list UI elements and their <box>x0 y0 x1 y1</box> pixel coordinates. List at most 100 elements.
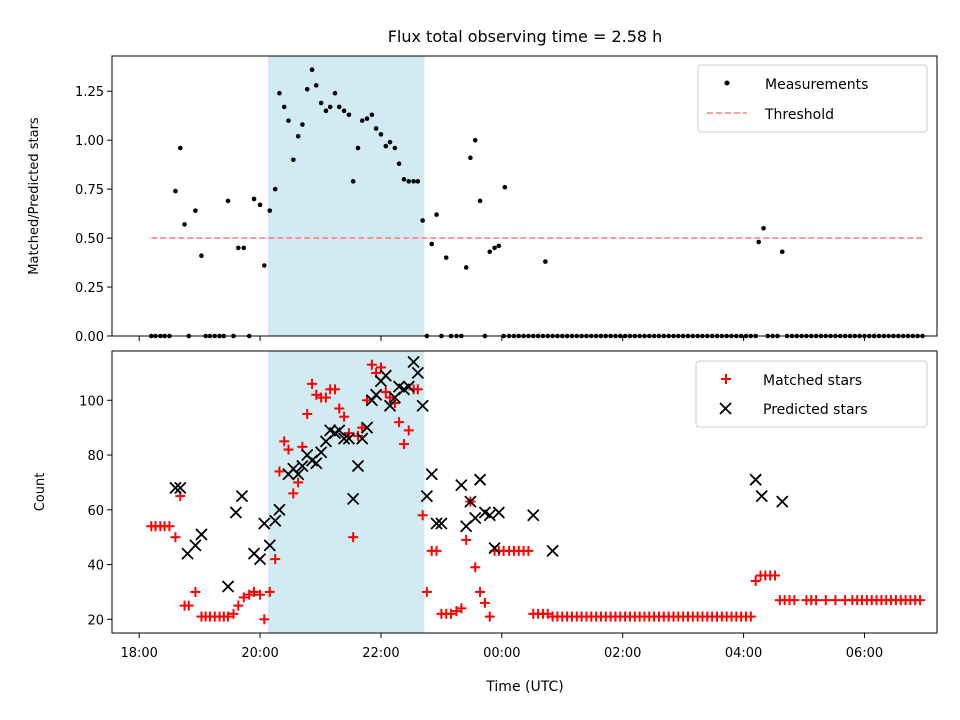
bottom-legend-box <box>695 360 928 428</box>
matched-stars-point <box>320 392 331 403</box>
legend-matched-label: Matched stars <box>763 373 862 389</box>
measurements-point <box>373 126 379 131</box>
measurements-point <box>364 116 370 121</box>
legend-measurements-marker <box>724 80 730 86</box>
measurements-point <box>502 184 508 190</box>
top-y-tick-label: 0.00 <box>75 330 104 345</box>
measurements-point <box>199 253 204 259</box>
measurements-point <box>262 263 267 268</box>
measurements-point <box>313 83 319 88</box>
top-legend-box <box>697 64 928 133</box>
measurements-point <box>359 118 365 123</box>
bottom-marks <box>146 355 926 625</box>
predicted-stars-point <box>425 468 438 481</box>
measurements-point <box>281 104 287 110</box>
matched-stars-point <box>915 595 926 606</box>
matched-stars-point <box>279 436 290 447</box>
predicted-stars-point <box>546 544 559 558</box>
matched-stars-point <box>190 586 201 597</box>
matched-stars-point <box>228 608 239 619</box>
matched-stars-point <box>270 554 281 565</box>
matched-stars-point <box>283 444 294 455</box>
bottom-panel: 20 40 60 80 100 18:00 20:00 22:00 00:00 02:00 04:… <box>33 350 938 695</box>
matched-stars-point <box>233 600 244 611</box>
matched-stars-point <box>470 562 481 573</box>
predicted-stars-point <box>333 424 346 437</box>
bottom-y-tick-label: 100 <box>79 394 104 409</box>
predicted-stars-point <box>342 432 356 445</box>
measurements-point <box>487 249 493 255</box>
measurements-point <box>291 157 296 163</box>
x-tick-label: 06:00 <box>846 646 883 661</box>
chart-title: Flux total observing time = 2.58 h <box>388 27 663 46</box>
predicted-stars-point <box>189 539 202 552</box>
measurements-point <box>327 104 333 110</box>
measurements-point <box>286 118 291 123</box>
bottom-x-ticks: 18:00 20:00 22:00 00:00 02:00 04:00 06:00 <box>120 633 883 661</box>
predicted-stars-point <box>174 481 187 495</box>
measurements-point <box>756 239 762 245</box>
matched-stars-point <box>352 430 363 441</box>
top-x-ticks <box>138 336 865 341</box>
matched-stars-point <box>330 384 341 395</box>
measurements-point <box>761 226 766 231</box>
x-tick-label: 18:00 <box>120 646 157 661</box>
measurements-point <box>257 202 263 208</box>
matched-stars-point <box>811 595 822 606</box>
measurements-point <box>401 177 407 182</box>
legend-predicted-label: Predicted stars <box>763 402 868 418</box>
predicted-stars-point <box>351 459 365 473</box>
measurements-point <box>492 245 497 251</box>
measurements-point <box>468 155 473 161</box>
measurements-point <box>387 139 393 145</box>
matched-stars-point <box>288 488 299 499</box>
matched-stars-point <box>238 592 249 603</box>
predicted-stars-point <box>402 380 415 393</box>
measurements-point <box>236 245 241 251</box>
measurements-point <box>411 179 416 184</box>
predicted-stars-point <box>337 432 351 445</box>
x-axis-label: Time (UTC) <box>485 679 563 695</box>
measurements-point <box>272 186 278 192</box>
predicted-stars-point <box>488 541 501 555</box>
matched-stars-point <box>249 586 260 597</box>
matched-stars-point <box>170 532 181 543</box>
measurements-point <box>406 179 412 184</box>
predicted-stars-point <box>195 528 208 541</box>
predicted-stars-point <box>379 369 392 382</box>
top-y-tick-label: 0.75 <box>75 183 104 198</box>
measurements-point <box>415 179 421 184</box>
legend-predicted-marker <box>719 402 732 415</box>
measurements-point <box>182 222 187 227</box>
predicted-stars-point <box>411 366 424 380</box>
predicted-stars-point <box>416 399 429 412</box>
measurements-point <box>463 265 469 270</box>
predicted-stars-point <box>420 489 434 503</box>
measurements-point <box>309 67 315 73</box>
matched-stars-point <box>293 477 304 488</box>
bottom-plot-frame <box>111 350 938 634</box>
predicted-stars-point <box>273 503 286 516</box>
predicted-stars-point <box>296 459 309 473</box>
predicted-stars-point <box>258 517 271 530</box>
measurements-point <box>323 108 329 114</box>
top-legend: Measurements Threshold <box>697 64 928 133</box>
top-y-tick-label: 1.25 <box>75 85 104 100</box>
measurements-point <box>267 208 273 213</box>
matched-stars-point <box>183 600 194 611</box>
predicted-stars-point <box>235 489 249 503</box>
predicted-stars-point <box>253 552 267 566</box>
measurements-point <box>304 86 310 92</box>
predicted-stars-point <box>407 355 420 369</box>
predicted-stars-point <box>356 432 369 445</box>
matched-stars-point <box>394 417 405 428</box>
x-tick-label: 20:00 <box>241 646 278 661</box>
predicted-stars-point <box>347 492 360 505</box>
matched-stars-point <box>789 595 800 606</box>
measurements-point <box>300 122 305 127</box>
measurements-point <box>383 143 389 149</box>
predicted-stars-point <box>435 517 448 530</box>
predicted-stars-point <box>263 539 276 552</box>
x-tick-label: 22:00 <box>362 646 399 661</box>
matched-stars-point <box>417 510 428 521</box>
